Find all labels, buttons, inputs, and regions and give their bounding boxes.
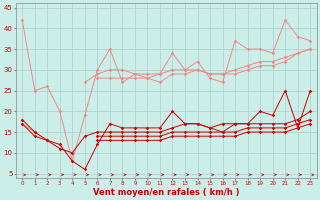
X-axis label: Vent moyen/en rafales ( km/h ): Vent moyen/en rafales ( km/h ) [93,188,239,197]
